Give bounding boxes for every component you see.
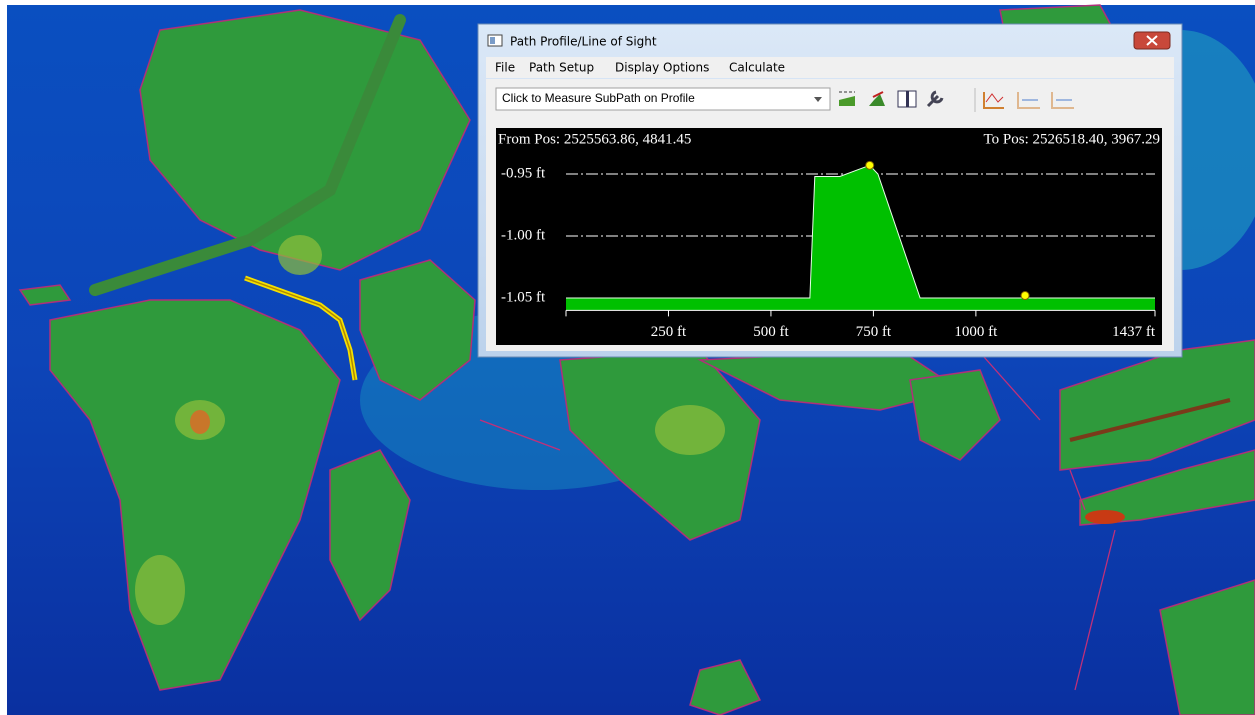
x-tick-label: 1437 ft xyxy=(1112,324,1156,340)
x-tick-label: 250 ft xyxy=(651,324,687,340)
dropdown-text: Click to Measure SubPath on Profile xyxy=(502,91,695,105)
menu-item[interactable]: Path Setup xyxy=(529,61,594,75)
x-tick-label: 500 ft xyxy=(753,324,789,340)
profile-marker xyxy=(1021,292,1029,300)
dialog: Path Profile/Line of Sight File Path Setu… xyxy=(478,24,1182,357)
x-tick-label: 750 ft xyxy=(856,324,892,340)
y-tick-label: -1.05 ft xyxy=(501,289,546,305)
menu-item[interactable]: File xyxy=(495,61,515,75)
to-position: To Pos: 2526518.40, 3967.29 xyxy=(984,131,1160,147)
x-tick-label: 1000 ft xyxy=(954,324,998,340)
screen: Path Profile/Line of Sight File Path Setu… xyxy=(0,0,1255,715)
y-tick-label: -0.95 ft xyxy=(501,165,546,181)
window-title: Path Profile/Line of Sight xyxy=(510,35,657,49)
tool-button[interactable] xyxy=(866,88,888,110)
tool-button[interactable] xyxy=(836,88,858,110)
menu-item[interactable]: Display Options xyxy=(615,61,709,75)
profile-marker xyxy=(866,161,874,169)
y-tick-label: -1.00 ft xyxy=(501,227,546,243)
menu-item[interactable]: Calculate xyxy=(729,61,785,75)
tool-button[interactable] xyxy=(898,91,916,107)
from-position: From Pos: 2525563.86, 4841.45 xyxy=(498,131,691,147)
